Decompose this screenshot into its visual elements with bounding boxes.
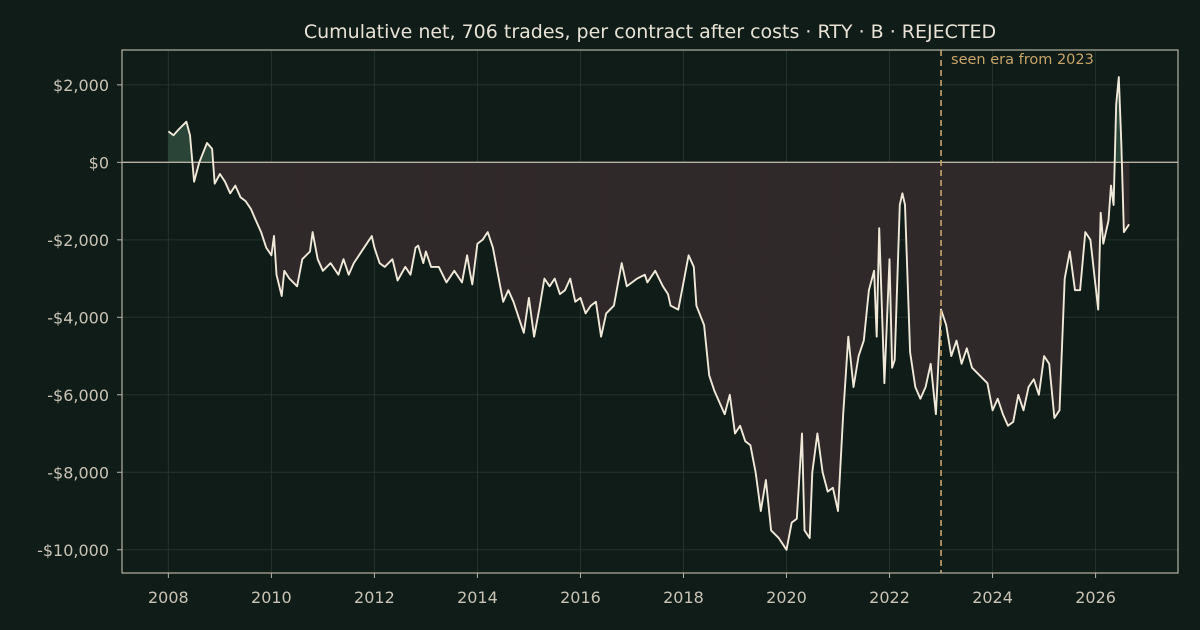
y-tick-label: -$8,000 — [47, 463, 109, 482]
x-tick-label: 2010 — [251, 588, 292, 607]
annotation-layer: seen era from 2023 — [940, 50, 1094, 573]
y-tick-label: -$10,000 — [37, 541, 109, 560]
x-tick-label: 2014 — [457, 588, 498, 607]
x-tick-label: 2018 — [663, 588, 704, 607]
x-tick-label: 2024 — [972, 588, 1013, 607]
x-tick-label: 2012 — [354, 588, 395, 607]
era-annotation-label: seen era from 2023 — [951, 52, 1094, 68]
x-tick-label: 2008 — [148, 588, 189, 607]
x-tick-label: 2022 — [869, 588, 910, 607]
chart-title: Cumulative net, 706 trades, per contract… — [304, 21, 996, 43]
x-tick-label: 2026 — [1075, 588, 1116, 607]
plot-frame — [121, 49, 1179, 574]
x-tick-label: 2020 — [766, 588, 807, 607]
axis-layer: 2008 2010 2012 2014 2016 2018 2020 2022 2024 2026… — [37, 49, 1179, 607]
x-tick-label: 2016 — [560, 588, 601, 607]
y-tick-label: -$2,000 — [47, 231, 109, 250]
series-line — [167, 76, 1130, 551]
y-tick-label: $0 — [89, 153, 109, 172]
y-tick-label: -$4,000 — [47, 308, 109, 327]
y-tick-label: -$6,000 — [47, 386, 109, 405]
series-line-layer — [122, 76, 1178, 551]
grid-layer — [122, 50, 1178, 573]
y-tick-label: $2,000 — [53, 76, 109, 95]
